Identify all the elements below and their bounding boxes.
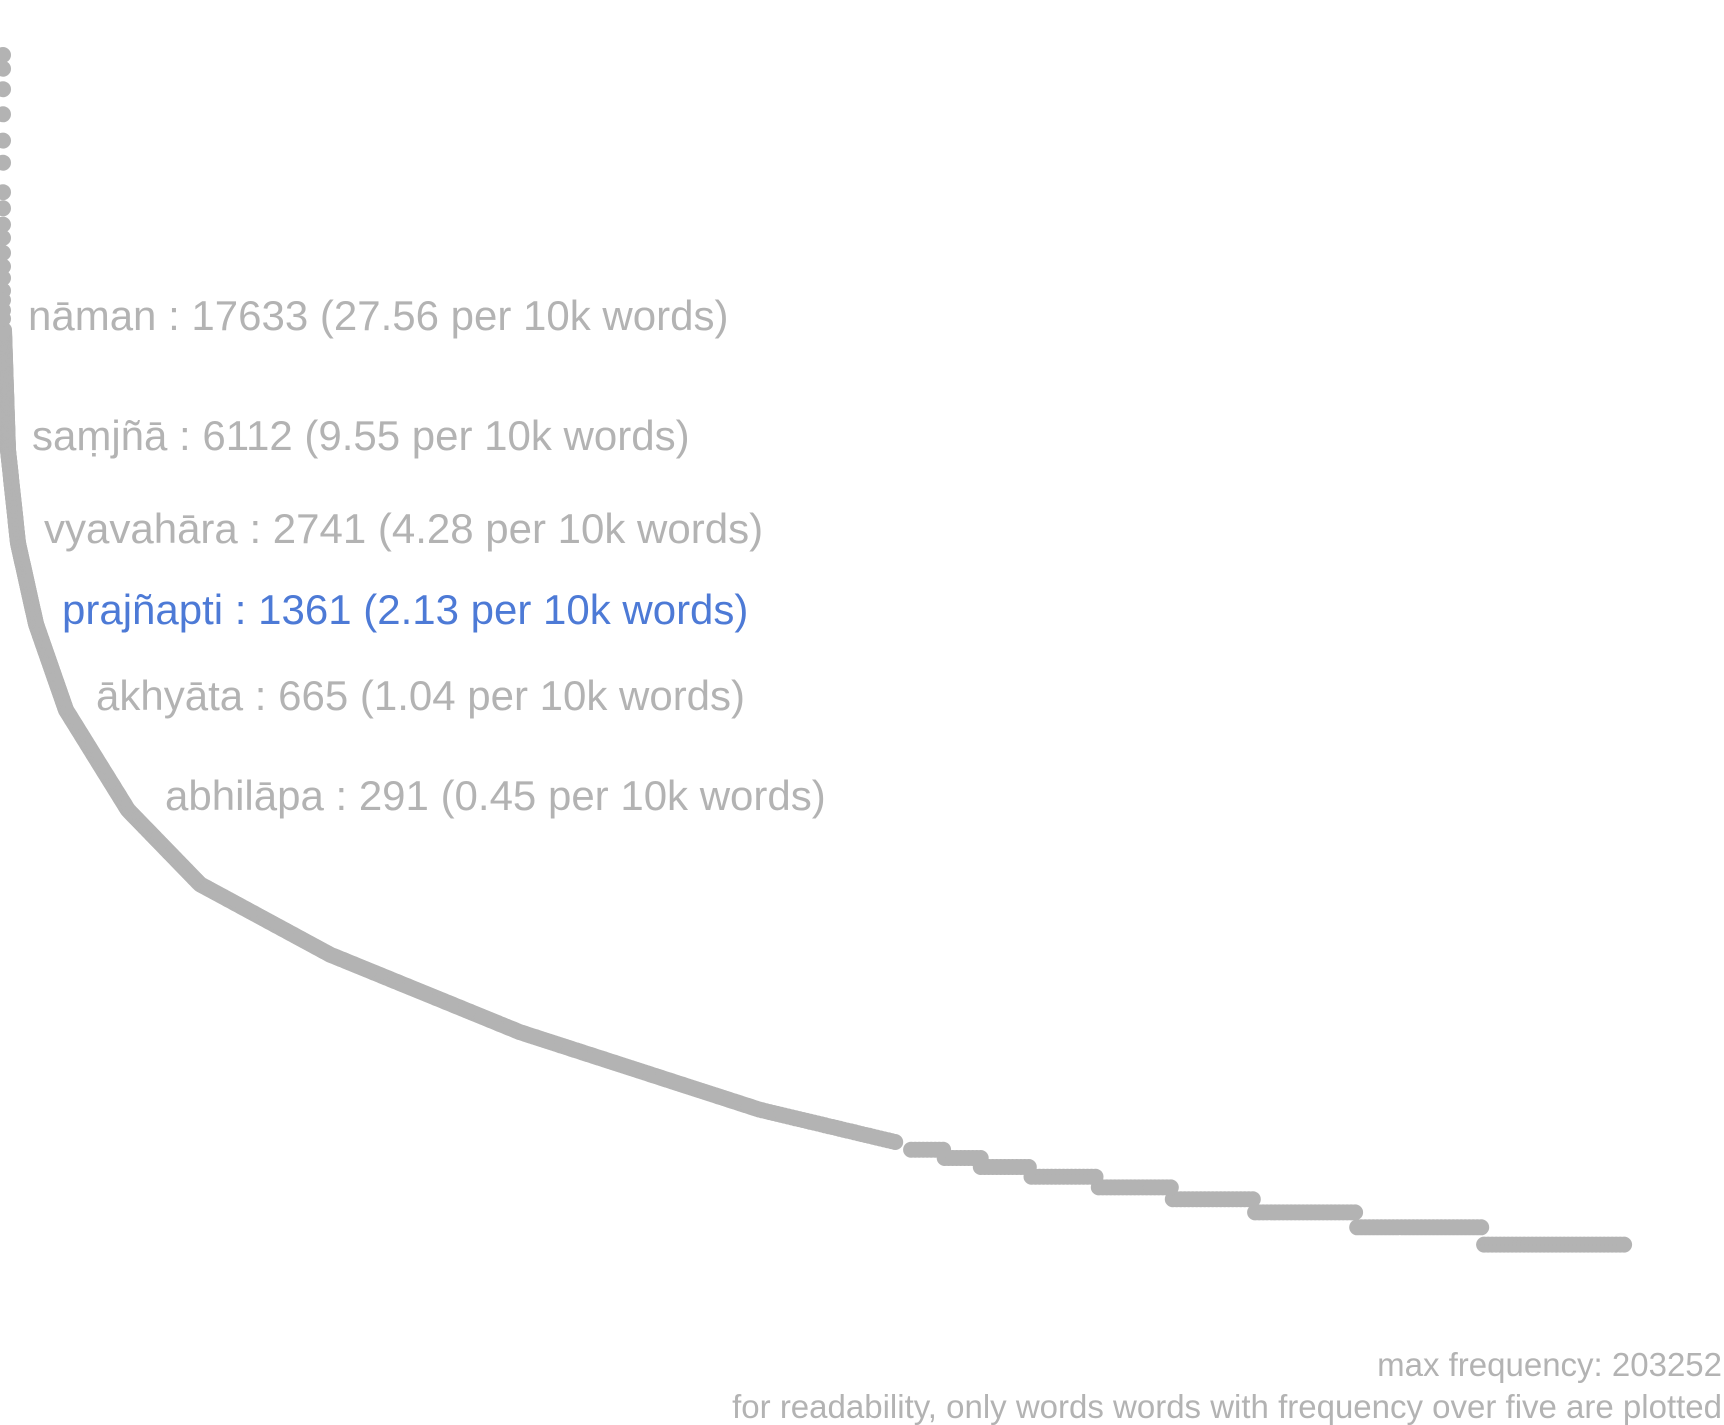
- data-point: [0, 60, 11, 77]
- data-point: [935, 1141, 952, 1158]
- data-point: [1347, 1204, 1364, 1221]
- data-point: [0, 310, 11, 327]
- data-point: [0, 229, 11, 246]
- data-point: [0, 184, 11, 201]
- data-point: [0, 216, 11, 233]
- data-point: [1087, 1168, 1104, 1185]
- data-point: [0, 270, 11, 286]
- data-point: [1162, 1179, 1179, 1196]
- data-point: [972, 1150, 989, 1166]
- data-points: [0, 47, 1633, 1253]
- readability-note: for readability, only words words with f…: [732, 1388, 1722, 1425]
- data-point: [0, 200, 11, 217]
- word-label: nāman : 17633 (27.56 per 10k words): [28, 292, 728, 339]
- data-point: [1244, 1191, 1261, 1208]
- data-point: [1020, 1159, 1037, 1175]
- word-label: abhilāpa : 291 (0.45 per 10k words): [165, 772, 826, 819]
- data-point: [0, 106, 11, 123]
- data-point: [0, 154, 11, 171]
- word-labels: nāman : 17633 (27.56 per 10k words) saṃjñ…: [28, 292, 826, 819]
- word-label: ākhyāta : 665 (1.04 per 10k words): [96, 672, 745, 719]
- data-point: [0, 244, 11, 261]
- word-label: prajñapti : 1361 (2.13 per 10k words): [62, 586, 748, 633]
- data-point: [1616, 1236, 1633, 1253]
- data-point: [0, 47, 11, 63]
- max-frequency-note: max frequency: 203252: [1377, 1346, 1722, 1383]
- word-label: saṃjñā : 6112 (9.55 per 10k words): [32, 412, 690, 459]
- data-point: [0, 132, 11, 149]
- data-point: [0, 81, 11, 98]
- word-label: vyavahāra : 2741 (4.28 per 10k words): [44, 505, 763, 552]
- data-point: [1473, 1219, 1490, 1236]
